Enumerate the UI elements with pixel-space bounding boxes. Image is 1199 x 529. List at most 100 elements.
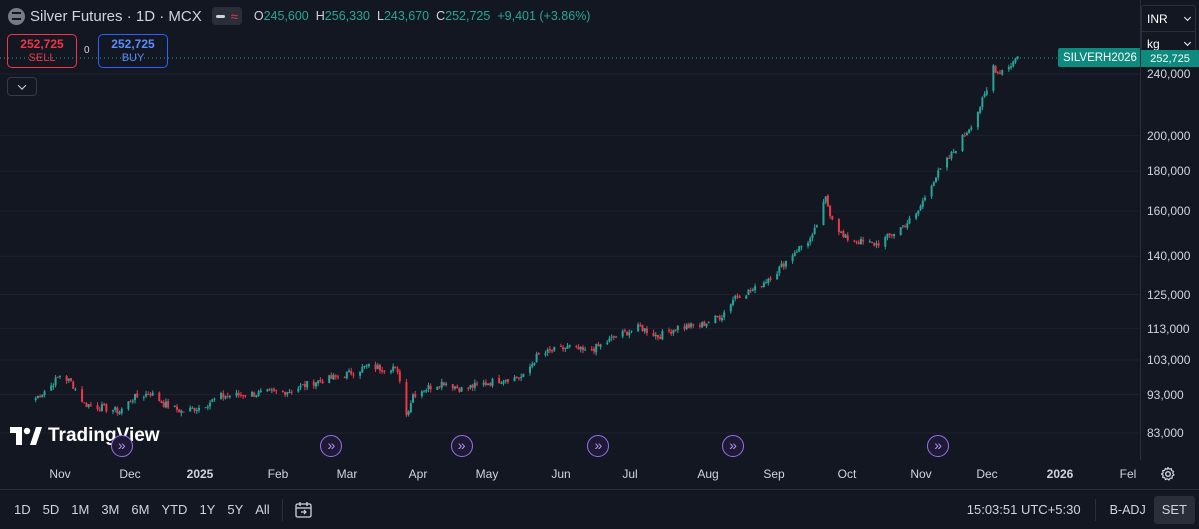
candle (577, 344, 580, 350)
time-axis-label: Jun (551, 467, 571, 481)
candle (365, 363, 368, 369)
candle (531, 361, 534, 369)
price-axis[interactable]: 83,000 93,000 103,000 113,000 125,000 140,000… (1140, 0, 1199, 460)
candle (489, 382, 492, 387)
adjustment-button[interactable]: B-ADJ (1109, 502, 1146, 517)
candle (765, 279, 768, 284)
event-icon[interactable] (110, 435, 133, 457)
candle (612, 335, 615, 341)
candle (859, 236, 862, 245)
candle (290, 389, 293, 395)
event-icon[interactable] (927, 435, 950, 457)
candle (932, 181, 935, 187)
chart-pane[interactable]: Silver Futures · 1D · MCX ≈ O245,600 H25… (0, 0, 1142, 460)
candle (98, 406, 101, 412)
buy-button[interactable]: 252,725 BUY (98, 34, 168, 68)
candle (39, 394, 42, 398)
candle (259, 388, 262, 393)
candle (131, 399, 134, 404)
candle (769, 276, 772, 282)
timeframe-5d[interactable]: 5D (42, 502, 60, 517)
candle (114, 406, 117, 413)
candle (235, 389, 238, 398)
candle (824, 196, 827, 205)
candle (809, 236, 812, 246)
collapse-legend-button[interactable] (7, 77, 37, 96)
time-axis[interactable]: Nov Dec 2025 Feb Mar Apr May Jun Jul Aug Sep Oct Nov… (0, 460, 1140, 488)
candle (723, 309, 726, 321)
candle (729, 303, 732, 314)
divider (281, 498, 283, 521)
candle (420, 390, 423, 399)
candle (985, 87, 988, 97)
chevron-down-icon (1183, 38, 1192, 47)
candle (517, 377, 520, 381)
candle (81, 386, 84, 403)
price-axis-label: 93,000 (1147, 387, 1184, 402)
candle (811, 232, 814, 242)
candle (884, 235, 887, 250)
time-axis-label: Fel (1119, 467, 1137, 481)
candle (453, 385, 456, 391)
divider (1094, 498, 1096, 521)
candle (36, 395, 39, 399)
gear-icon[interactable] (1160, 466, 1176, 482)
candle (776, 271, 779, 280)
candle (890, 234, 893, 239)
candle (703, 320, 706, 327)
candle (334, 374, 337, 380)
candle (734, 294, 737, 302)
candle (467, 386, 470, 392)
candle (645, 325, 648, 336)
timeframe-6m[interactable]: 6M (131, 502, 150, 517)
symbol-title[interactable]: Silver Futures · 1D · MCX (30, 7, 202, 25)
price-chart[interactable] (0, 0, 1140, 460)
candle (469, 384, 472, 390)
event-icon[interactable] (587, 435, 610, 457)
currency-unit-selector[interactable]: INR kg (1141, 5, 1196, 57)
currency-select[interactable]: INR (1142, 6, 1195, 31)
timeframe-3m[interactable]: 3M (101, 502, 120, 517)
candle (608, 335, 611, 343)
candle (471, 383, 474, 392)
session-button[interactable]: SET (1153, 495, 1195, 524)
candle (592, 346, 595, 355)
sell-button[interactable]: 252,725 SELL (7, 34, 77, 68)
unit-select[interactable]: kg (1142, 31, 1195, 56)
candle (979, 106, 982, 115)
candle (222, 390, 225, 401)
candle (537, 352, 540, 355)
ticker-label: SILVERH2026 (1058, 48, 1142, 67)
candle (224, 395, 227, 400)
event-icon[interactable] (450, 435, 473, 457)
timeframe-all[interactable]: All (255, 502, 270, 517)
candle (242, 394, 245, 399)
candle (429, 383, 432, 393)
candle (564, 347, 567, 353)
timeframe-1d[interactable]: 1D (14, 502, 31, 517)
candle (822, 199, 825, 226)
candle (284, 391, 287, 398)
candle (1001, 69, 1004, 76)
candle (487, 383, 490, 386)
indicator-toggle[interactable]: ≈ (211, 7, 242, 25)
goto-date-button[interactable] (289, 496, 319, 524)
timeframe-ytd[interactable]: YTD (161, 502, 188, 517)
candle (407, 410, 410, 417)
timeframe-1m[interactable]: 1M (71, 502, 90, 517)
event-icon[interactable] (722, 435, 744, 457)
clock[interactable]: 15:03:51 UTC+5:30 (966, 502, 1081, 517)
candle (535, 351, 538, 363)
candle (623, 328, 626, 333)
candle (228, 394, 231, 399)
candle (409, 400, 412, 414)
timeframe-1y[interactable]: 1Y (199, 502, 216, 517)
candle (506, 378, 509, 384)
candle (250, 390, 253, 397)
timeframe-5y[interactable]: 5Y (227, 502, 244, 517)
event-icon[interactable] (320, 435, 343, 457)
candle (948, 154, 951, 160)
candle (275, 389, 278, 395)
candle (206, 404, 209, 411)
candle (330, 372, 333, 379)
